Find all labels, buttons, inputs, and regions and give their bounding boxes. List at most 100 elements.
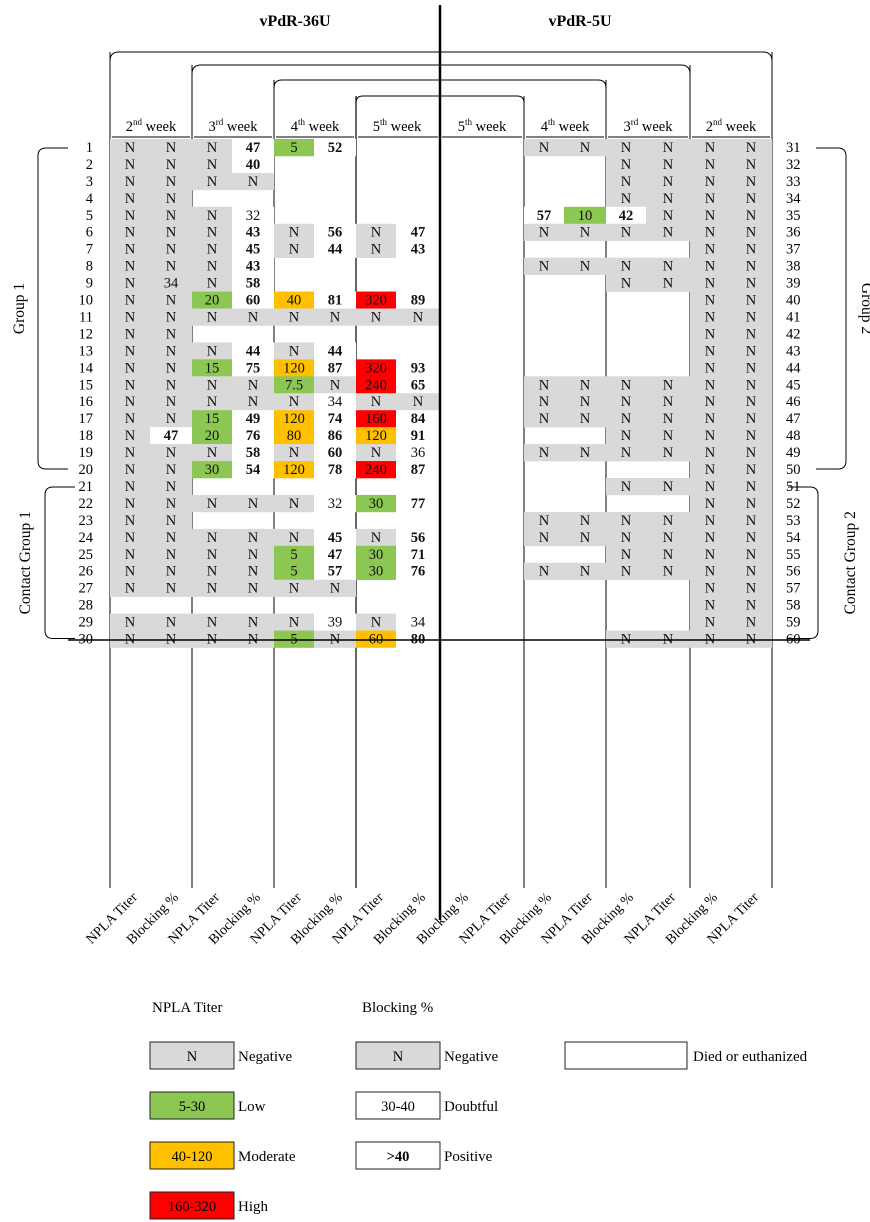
left-cell-value: N: [166, 411, 177, 427]
left-cell-value: N: [125, 191, 136, 207]
left-cell-value: N: [125, 225, 136, 241]
left-cell-value: N: [125, 309, 136, 325]
week-header: 4th week: [291, 117, 340, 135]
right-cell-bg: [690, 240, 730, 258]
legend-blocking-swatch: [355, 1141, 441, 1170]
right-cell-value: N: [663, 276, 674, 292]
right-cell-value: N: [663, 411, 674, 427]
left-cell-bg: [314, 342, 356, 360]
right-cell-bg: [564, 139, 606, 157]
left-cell-value: 60: [328, 445, 343, 461]
right-cell-bg: [646, 630, 690, 648]
right-cell-value: N: [705, 293, 716, 309]
left-cell-value: 20: [205, 293, 220, 309]
left-cell-value: N: [166, 157, 177, 173]
left-cell-value: 120: [365, 428, 387, 444]
left-cell-value: N: [207, 208, 218, 224]
left-cell-value: N: [330, 581, 341, 597]
right-cell-bg: [690, 274, 730, 292]
left-cell-bg: [192, 461, 232, 479]
left-cell-bg: [274, 545, 314, 564]
right-cell-value: N: [663, 513, 674, 529]
right-animal-id: 57: [786, 581, 801, 597]
left-cell-value: N: [166, 581, 177, 597]
left-cell-value: 7.5: [285, 377, 303, 393]
left-cell-value: N: [413, 394, 424, 410]
right-cell-bg: [730, 359, 772, 377]
left-animal-id: 1: [86, 140, 93, 156]
left-cell-bg: [150, 376, 192, 394]
legend-npla-swatch: [149, 1191, 235, 1220]
left-cell-bg: [356, 410, 396, 428]
left-cell-bg: [232, 240, 274, 258]
left-cell-bg: [232, 579, 274, 597]
right-cell-value: N: [663, 445, 674, 461]
left-cell-bg: [150, 393, 192, 411]
legend-blocking-label: Negative: [444, 1049, 498, 1065]
legend-npla-swatch-text: 5-30: [179, 1099, 206, 1115]
left-cell-bg: [110, 410, 150, 428]
right-cell-value: N: [580, 564, 591, 580]
left-cell-bg: [396, 240, 440, 258]
left-cell-value: N: [330, 377, 341, 393]
left-animal-id: 20: [79, 462, 94, 478]
right-cell-bg: [524, 223, 564, 241]
left-cell-value: N: [248, 496, 259, 512]
left-cell-bg: [110, 494, 150, 513]
right-animal-id: 38: [786, 259, 801, 275]
right-cell-value: N: [746, 225, 757, 241]
left-cell-bg: [110, 461, 150, 479]
right-cell-bg: [606, 189, 646, 208]
right-cell-value: N: [621, 140, 632, 156]
left-cell-bg: [274, 359, 314, 377]
right-cell-value: N: [621, 377, 632, 393]
left-cell-bg: [274, 579, 314, 597]
left-cell-value: 240: [365, 462, 387, 478]
left-cell-bg: [192, 444, 232, 462]
left-cell-bg: [192, 172, 232, 191]
right-cell-value: N: [663, 191, 674, 207]
left-animal-id: 15: [79, 377, 94, 393]
right-cell-value: N: [746, 140, 757, 156]
left-cell-value: 74: [328, 411, 343, 427]
left-cell-bg: [150, 206, 192, 225]
right-cell-bg: [690, 325, 730, 343]
legend-npla-swatch: [149, 1141, 235, 1170]
left-cell-bg: [150, 189, 192, 208]
right-cell-value: N: [621, 428, 632, 444]
right-animal-id: 41: [786, 309, 801, 325]
left-cell-bg: [192, 155, 232, 174]
left-cell-value: 77: [411, 496, 426, 512]
left-animal-id: 18: [79, 428, 94, 444]
left-cell-value: 30: [369, 496, 384, 512]
left-cell-value: 76: [246, 428, 261, 444]
left-cell-bg: [232, 562, 274, 580]
left-animal-id: 27: [79, 581, 94, 597]
right-cell-bg: [690, 359, 730, 377]
left-cell-value: N: [125, 293, 136, 309]
right-cell-value: N: [746, 309, 757, 325]
left-cell-value: N: [207, 242, 218, 258]
left-cell-value: N: [166, 191, 177, 207]
left-cell-value: 80: [287, 428, 302, 444]
right-cell-value: N: [705, 581, 716, 597]
right-cell-value: N: [746, 496, 757, 512]
left-cell-bg: [192, 562, 232, 580]
legend-blocking-heading: Blocking %: [362, 1000, 433, 1016]
left-cell-value: 40: [246, 157, 261, 173]
left-cell-bg: [110, 545, 150, 564]
right-cell-bg: [564, 393, 606, 411]
right-cell-value: N: [746, 530, 757, 546]
left-cell-value: N: [413, 309, 424, 325]
right-cell-value: N: [746, 428, 757, 444]
right-cell-bg: [730, 410, 772, 428]
right-cell-bg: [730, 291, 772, 309]
right-cell-bg: [646, 562, 690, 580]
right-cell-bg: [564, 257, 606, 275]
right-cell-value: N: [663, 547, 674, 563]
left-cell-value: 32: [328, 496, 343, 512]
left-animal-id: 22: [79, 496, 94, 512]
right-cell-value: N: [705, 462, 716, 478]
left-cell-bg: [232, 613, 274, 631]
left-cell-bg: [356, 545, 396, 564]
